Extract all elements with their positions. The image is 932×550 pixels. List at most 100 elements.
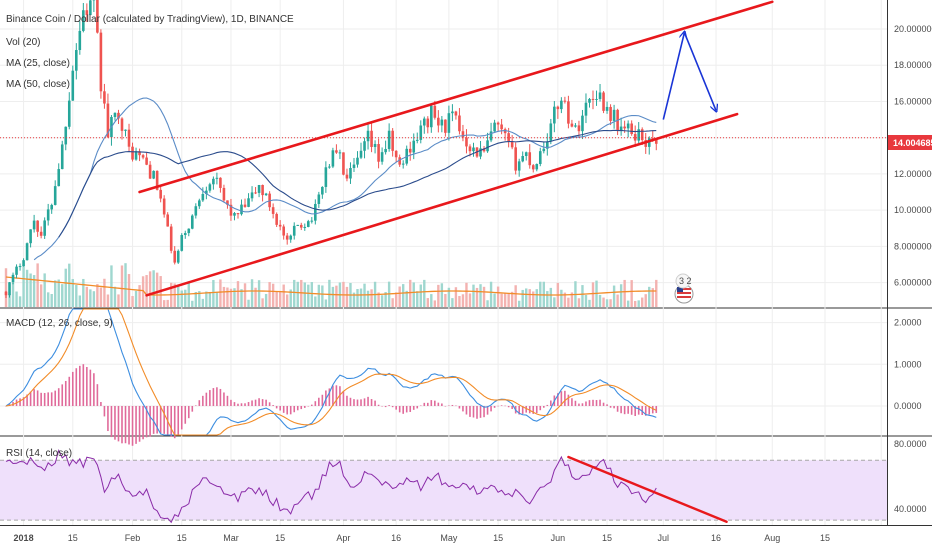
macd-indicator <box>5 308 658 446</box>
volume-bar <box>243 283 247 307</box>
macd-histogram-bar <box>356 399 359 406</box>
price-tick-label: 6.0000000 <box>894 278 932 288</box>
rsi-band <box>0 460 887 521</box>
macd-histogram-bar <box>103 405 106 417</box>
candle-body <box>619 126 623 131</box>
volume-bar <box>553 297 556 307</box>
date-tick-label: 15 <box>602 533 612 543</box>
macd-histogram-bar <box>33 389 35 406</box>
volume-bar <box>493 293 496 307</box>
volume-bar <box>546 291 549 307</box>
candle-body <box>243 204 247 207</box>
candle-body <box>412 140 416 153</box>
volume-bar <box>68 263 71 307</box>
volume-bar <box>479 284 482 307</box>
macd-histogram-bar <box>328 388 331 406</box>
macd-histogram-bar <box>627 405 629 414</box>
channel-lower-line[interactable] <box>145 112 739 297</box>
candle-body <box>528 152 532 166</box>
candle <box>531 164 535 173</box>
date-tick-label: 16 <box>391 533 401 543</box>
volume-bar <box>651 288 654 307</box>
candle-body <box>546 141 549 149</box>
volume-bar <box>507 293 510 307</box>
macd-histogram-bar <box>275 405 278 409</box>
volume-bar <box>419 284 422 307</box>
volume-bar <box>486 300 489 307</box>
volume-bar <box>619 284 623 307</box>
volume-bar <box>623 279 626 307</box>
macd-tick-label: 0.0000 <box>894 401 922 411</box>
candle <box>567 95 570 129</box>
volume-bar <box>440 283 444 307</box>
volume-bar <box>36 263 39 307</box>
candle <box>296 224 300 226</box>
volume-bar <box>475 287 479 307</box>
candle <box>82 2 85 33</box>
volume-bar <box>584 294 588 307</box>
macd-histogram-bar <box>381 405 383 407</box>
channel-upper-line[interactable] <box>138 0 774 194</box>
volume-bar <box>535 289 538 307</box>
candle <box>201 187 205 202</box>
candle-body <box>384 148 387 153</box>
volume-bar <box>317 284 321 307</box>
projection-down-arrow[interactable] <box>683 32 716 111</box>
candle-body <box>426 118 430 128</box>
macd-histogram-bar <box>518 405 520 415</box>
volume-bar <box>127 274 131 307</box>
candle <box>190 214 194 230</box>
macd-histogram-bar <box>613 405 615 409</box>
event-count-badge[interactable] <box>675 273 691 289</box>
candle <box>538 147 542 167</box>
candle-body <box>120 118 124 131</box>
volume-bar <box>208 291 212 307</box>
candle-body <box>155 170 159 190</box>
candle-body <box>222 187 226 201</box>
macd-line <box>5 308 657 436</box>
candle-body <box>398 157 401 165</box>
date-tick-label: Jul <box>658 533 670 543</box>
volume-bar <box>626 300 630 307</box>
candle-body <box>496 122 500 125</box>
projection-up-arrow[interactable] <box>662 33 684 120</box>
candle <box>377 138 380 169</box>
volume-bar <box>191 300 194 307</box>
macd-histogram-bar <box>546 404 549 406</box>
candle <box>64 126 68 151</box>
macd-histogram-bar <box>159 405 162 434</box>
candle-body <box>359 150 363 158</box>
candle-body <box>278 224 282 227</box>
candle <box>22 258 25 267</box>
candle <box>166 212 169 227</box>
candle <box>563 96 567 104</box>
drawings[interactable] <box>138 0 774 523</box>
macd-histogram-bar <box>430 400 433 406</box>
candle <box>18 263 22 271</box>
candle-body <box>612 109 616 121</box>
macd-histogram-bar <box>156 405 158 434</box>
volume-bar <box>359 288 363 307</box>
candle <box>437 110 440 133</box>
rsi-line <box>5 448 657 524</box>
macd-histogram-bar <box>180 405 183 430</box>
candle <box>630 120 633 136</box>
candle <box>152 170 155 180</box>
candle <box>619 117 623 136</box>
candle <box>458 108 461 135</box>
us-flag-icon[interactable] <box>674 284 694 304</box>
candle-body <box>173 250 177 263</box>
rsi-trendline[interactable] <box>567 455 728 523</box>
volume-bar <box>229 288 233 307</box>
volume-bar <box>352 292 356 307</box>
candle-body <box>25 243 29 261</box>
candle <box>85 3 89 23</box>
candle <box>486 132 489 153</box>
candle-body <box>472 147 475 152</box>
macd-histogram-bar <box>43 392 46 406</box>
volume-bar <box>454 287 458 307</box>
candle <box>159 185 162 203</box>
candle <box>626 120 630 138</box>
volume-bar <box>314 296 317 307</box>
